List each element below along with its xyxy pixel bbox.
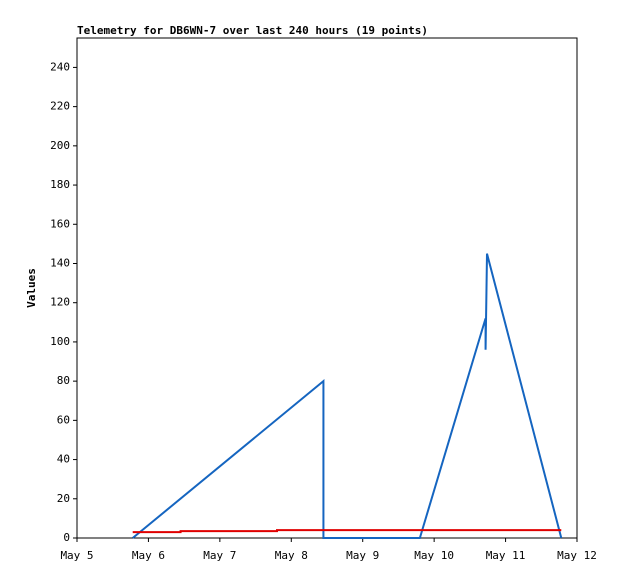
series-line [132,529,562,534]
series-line [132,253,563,539]
chart-title: Telemetry for DB6WN-7 over last 240 hour… [77,24,428,37]
x-tick-label: May 12 [557,549,597,562]
y-tick-label: 40 [57,453,70,466]
x-tick-label: May 11 [486,549,526,562]
x-tick-label: May 10 [414,549,454,562]
y-tick-label: 0 [63,531,70,544]
x-tick-label: May 6 [132,549,165,562]
y-tick-label: 160 [50,217,70,230]
y-tick-label: 220 [50,100,70,113]
y-tick-label: 20 [57,492,70,505]
y-tick-label: 240 [50,60,70,73]
y-tick-label: 140 [50,256,70,269]
x-tick-label: May 9 [346,549,379,562]
y-tick-label: 80 [57,374,70,387]
y-tick-label: 100 [50,335,70,348]
y-tick-label: 200 [50,139,70,152]
x-tick-label: May 5 [60,549,93,562]
x-tick-label: May 8 [275,549,308,562]
y-tick-label: 180 [50,178,70,191]
y-tick-label: 60 [57,413,70,426]
y-tick-label: 120 [50,296,70,309]
y-axis-label: Values [25,268,38,308]
x-tick-label: May 7 [203,549,236,562]
